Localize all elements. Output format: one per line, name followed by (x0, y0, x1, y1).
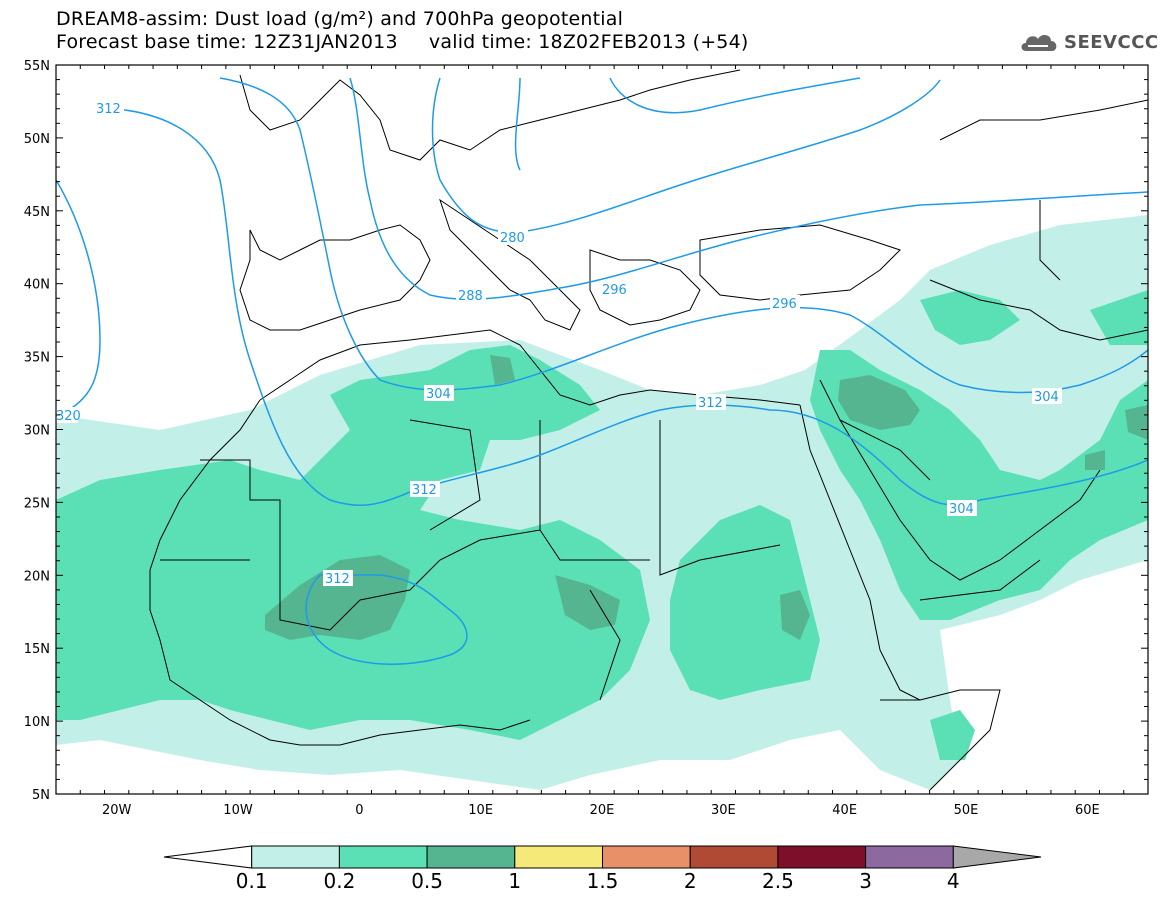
lat-tick-label: 55N (24, 59, 50, 74)
lon-tick-label: 20E (590, 803, 615, 818)
dust-area-high (265, 355, 1148, 640)
lon-tick-label: 20W (102, 803, 132, 818)
contour-labels: 312 280 288 296 296 304 304 312 312 304 … (56, 100, 1062, 587)
colorbar-swatch (602, 845, 691, 869)
colorbar-swatch (952, 845, 1042, 869)
lat-tick-label: 5N (32, 788, 50, 803)
colorbar-label: 2 (684, 869, 697, 893)
lat-tick-label: 45N (24, 205, 50, 220)
colorbar-label: 0.5 (411, 869, 443, 893)
lat-tick-label: 50N (24, 132, 50, 147)
contour-label: 304 (426, 387, 451, 402)
lat-tick-label: 35N (24, 351, 50, 366)
colorbar-label: 1.5 (587, 869, 619, 893)
lon-tick-label: 60E (1075, 803, 1100, 818)
contour-label: 296 (602, 283, 627, 298)
colorbar-swatch (338, 845, 428, 869)
cloud-icon (1021, 35, 1057, 51)
contour-label: 312 (96, 102, 121, 117)
colorbar-swatch (251, 845, 340, 869)
colorbar-swatch (514, 845, 603, 869)
lon-tick-label: 10W (223, 803, 253, 818)
colorbar-label: 3 (859, 869, 872, 893)
lon-tick-label: 50E (954, 803, 979, 818)
dust-shading (56, 215, 1148, 790)
coastlines (149, 69, 1148, 791)
colorbar-label: 4 (947, 869, 960, 893)
lat-tick-label: 20N (24, 569, 50, 584)
lat-tick-label: 25N (24, 496, 50, 511)
colorbar-swatch (865, 845, 954, 869)
contour-label: 280 (500, 231, 525, 246)
colorbar-swatch (426, 845, 516, 869)
colorbar-label: 0.1 (236, 869, 268, 893)
contour-label: 296 (772, 297, 797, 312)
contour-label: 312 (698, 396, 723, 411)
lat-tick-label: 15N (24, 642, 50, 657)
geopotential-contours (56, 77, 1148, 665)
colorbar-swatch (163, 845, 253, 869)
lat-tick-label: 10N (24, 715, 50, 730)
map-title: DREAM8-assim: Dust load (g/m²) and 700hP… (56, 8, 624, 30)
lon-tick-label: 10E (468, 803, 493, 818)
colorbar: 0.1 0.2 0.5 1 1.5 2 2.5 3 4 (163, 845, 1042, 893)
contour-label: 288 (458, 289, 483, 304)
lon-tick-label: 30E (711, 803, 736, 818)
lat-tick-label: 40N (24, 278, 50, 293)
colorbar-swatch (689, 845, 779, 869)
contour-label: 312 (325, 572, 350, 587)
colorbar-label: 1 (508, 869, 521, 893)
colorbar-swatch (777, 845, 867, 869)
lat-tick-label: 30N (24, 424, 50, 439)
lon-tick-label: 0 (355, 803, 363, 818)
map-subtitle: Forecast base time: 12Z31JAN2013 valid t… (56, 31, 749, 53)
lon-tick-label: 40E (832, 803, 857, 818)
contour-label: 312 (412, 483, 437, 498)
seevccc-logo: SEEVCCC (1018, 28, 1159, 56)
colorbar-label: 0.2 (323, 869, 355, 893)
logo-text: SEEVCCC (1064, 31, 1159, 53)
colorbar-label: 2.5 (762, 869, 794, 893)
contour-label: 304 (949, 502, 974, 517)
contour-label: 304 (1034, 390, 1059, 405)
contour-label: 320 (56, 409, 81, 424)
axes: 55N 50N 45N 40N 35N 30N 25N 20N 15N 10N 5N 20W 10W 0 1… (24, 59, 1149, 818)
